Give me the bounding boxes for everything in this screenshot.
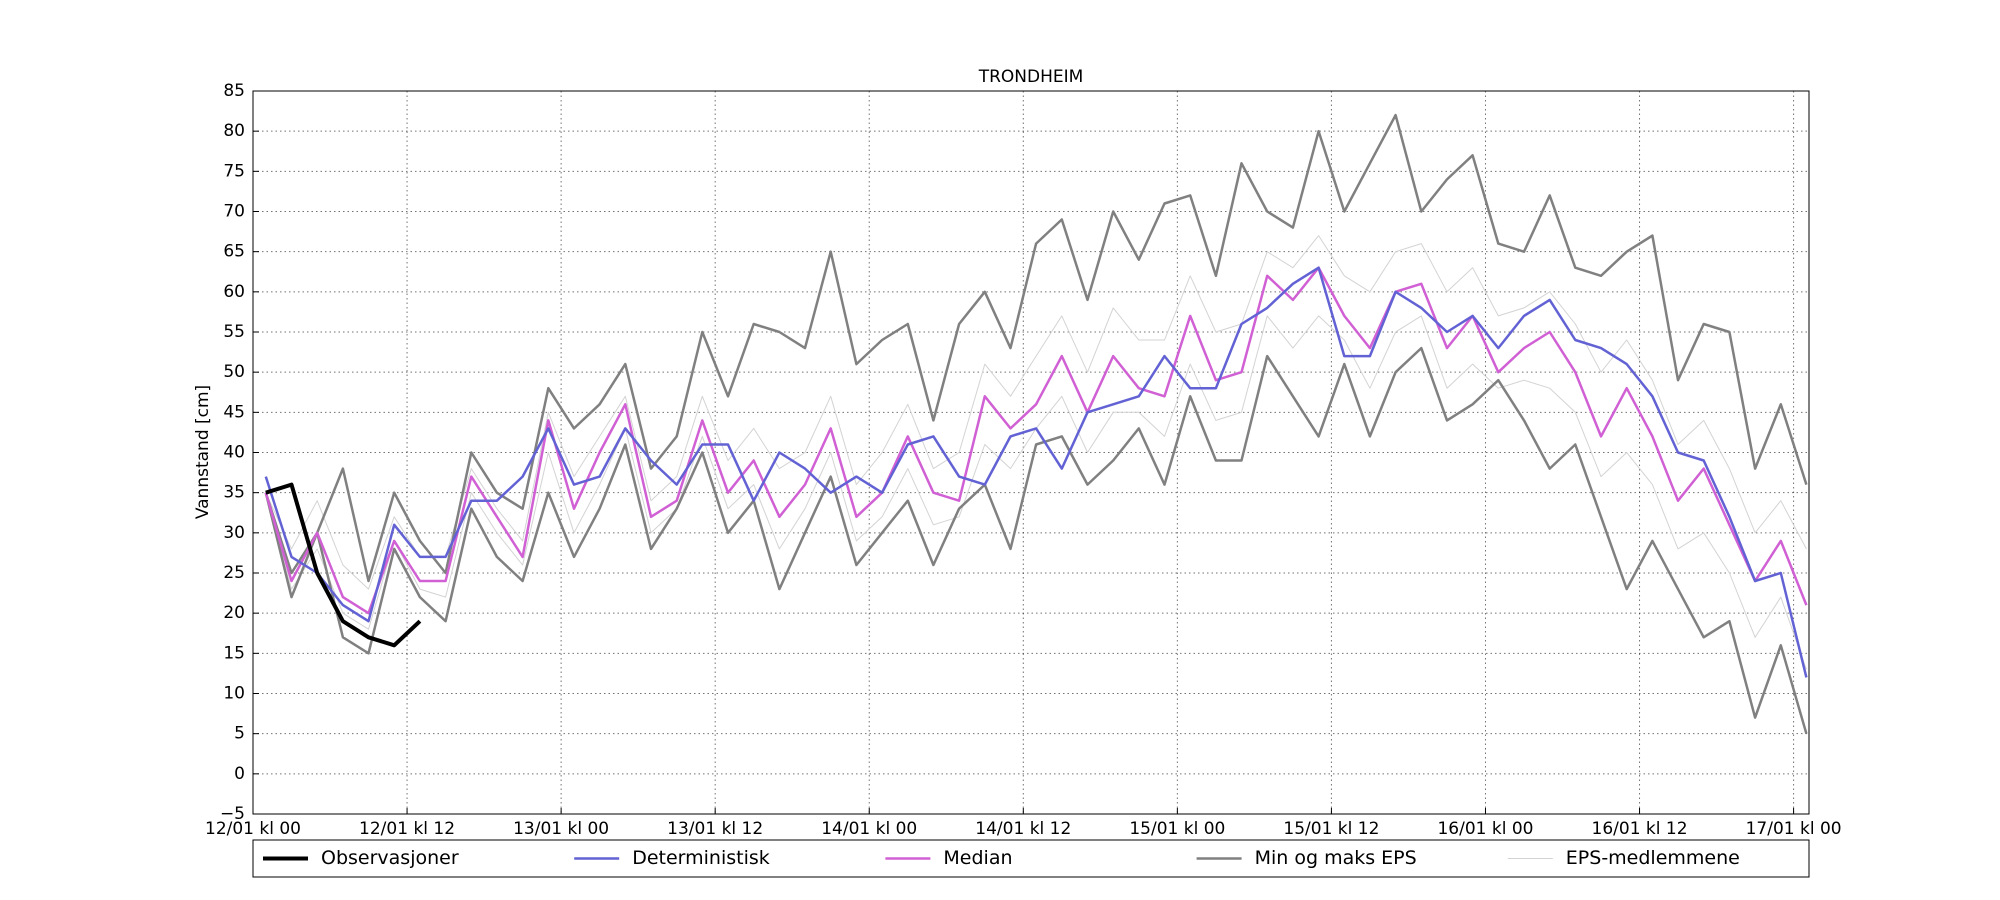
y-tick-label: 15 (223, 643, 245, 663)
x-tick-label: 12/01 kl 12 (359, 819, 455, 839)
x-tick-label: 13/01 kl 12 (667, 819, 763, 839)
y-tick-label: 30 (223, 523, 245, 543)
y-tick-label: 85 (223, 81, 245, 101)
x-tick-label: 14/01 kl 12 (975, 819, 1071, 839)
y-tick-label: 60 (223, 282, 245, 302)
y-tick-label: 40 (223, 443, 245, 463)
y-tick-label: 25 (223, 563, 245, 583)
series-line (265, 235, 1807, 590)
series-line (265, 482, 422, 648)
series-line (264, 113, 1808, 583)
x-tick-label: 13/01 kl 00 (513, 819, 609, 839)
y-tick-label: 80 (223, 121, 245, 141)
y-tick-label: 65 (223, 242, 245, 262)
chart-title: TRONDHEIM (978, 67, 1084, 87)
x-tick-label: 14/01 kl 00 (821, 819, 917, 839)
y-tick-label: 50 (223, 362, 245, 382)
y-tick-label: 0 (234, 764, 245, 784)
x-tick-label: 16/01 kl 12 (1592, 819, 1688, 839)
legend-label: Observasjoner (321, 847, 459, 869)
y-tick-label: 20 (223, 603, 245, 623)
plot-frame (252, 90, 1810, 815)
series-line (264, 266, 1808, 678)
y-tick-label: 5 (234, 724, 245, 744)
y-tick-label: 55 (223, 322, 245, 342)
y-tick-label: 35 (223, 483, 245, 503)
x-tick-label: 15/01 kl 00 (1129, 819, 1225, 839)
y-tick-label: 75 (223, 161, 245, 181)
legend-label: EPS-medlemmene (1566, 847, 1740, 869)
x-tick-label: 15/01 kl 12 (1283, 819, 1379, 839)
y-tick-label: 10 (223, 684, 245, 704)
y-tick-label: 70 (223, 202, 245, 222)
legend-label: Median (943, 847, 1012, 869)
series-line (264, 266, 1808, 615)
x-tick-label: 12/01 kl 00 (205, 819, 301, 839)
series-line (264, 346, 1808, 735)
y-tick-label: 45 (223, 402, 245, 422)
legend-label: Min og maks EPS (1255, 847, 1417, 869)
x-tick-label: 16/01 kl 00 (1437, 819, 1533, 839)
y-axis-label: Vannstand [cm] (193, 385, 213, 519)
x-tick-label: 17/01 kl 00 (1746, 819, 1842, 839)
y-tick-label: −5 (220, 804, 245, 824)
legend-label: Deterministisk (632, 847, 770, 869)
